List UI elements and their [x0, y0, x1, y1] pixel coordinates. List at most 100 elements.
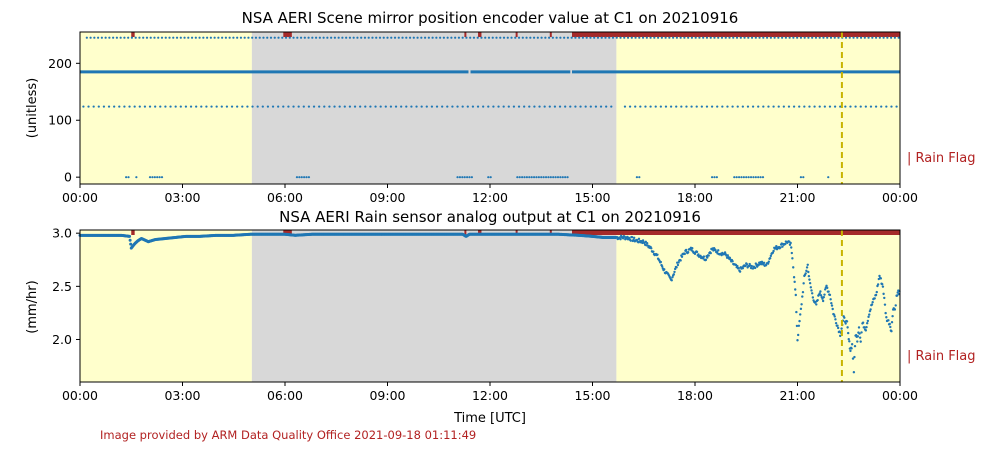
data-point: [848, 340, 851, 343]
data-point: [386, 36, 389, 39]
y-tick-label: 200: [48, 56, 72, 71]
data-point: [622, 237, 625, 240]
data-point: [412, 36, 415, 39]
data-point: [713, 176, 716, 179]
data-point: [801, 295, 804, 298]
data-point: [127, 176, 130, 179]
data-point: [303, 36, 306, 39]
data-point: [328, 105, 331, 108]
data-point: [827, 176, 830, 179]
data-point: [618, 236, 622, 239]
data-point: [439, 36, 442, 39]
data-point: [148, 105, 152, 108]
data-point: [87, 105, 90, 108]
data-point: [781, 36, 784, 39]
data-point: [393, 36, 397, 39]
data-point: [420, 36, 423, 39]
data-point: [261, 105, 264, 108]
data-point: [115, 36, 118, 39]
data-point: [338, 105, 341, 108]
data-point: [82, 105, 85, 108]
data-point: [266, 36, 269, 39]
x-tick-label: 06:00: [267, 388, 303, 403]
data-point: [828, 293, 832, 297]
data-point: [787, 105, 791, 108]
data-point: [628, 105, 632, 108]
data-point: [281, 36, 284, 39]
data-point: [868, 313, 871, 316]
data-point: [870, 303, 874, 306]
data-point: [547, 176, 550, 179]
data-point: [878, 36, 881, 39]
data-point: [880, 105, 883, 108]
data-point: [256, 105, 259, 108]
data-point: [653, 36, 656, 39]
data-point: [516, 176, 519, 179]
data-point: [854, 105, 857, 108]
data-point: [769, 254, 773, 258]
data-point: [215, 105, 218, 108]
data-point: [737, 176, 741, 179]
data-point: [311, 36, 314, 39]
data-point: [672, 273, 676, 276]
data-point: [871, 301, 874, 304]
data-point: [710, 176, 714, 179]
data-point: [397, 36, 400, 39]
data-point: [159, 105, 162, 108]
data-point: [600, 36, 603, 39]
data-point: [808, 105, 811, 108]
data-point: [390, 36, 393, 39]
data-point: [489, 176, 492, 179]
data-point: [686, 250, 690, 254]
data-point: [143, 105, 147, 108]
data-point: [641, 36, 645, 39]
data-point: [683, 36, 686, 39]
data-point: [889, 325, 892, 329]
data-point: [637, 237, 641, 241]
data-point: [767, 105, 770, 108]
data-point: [680, 255, 684, 258]
data-point: [405, 36, 408, 39]
data-point: [736, 264, 739, 268]
data-point: [803, 36, 806, 39]
rain-flag-mark: [549, 32, 552, 37]
data-point: [659, 105, 662, 108]
data-point: [608, 36, 611, 39]
data-point: [723, 251, 727, 254]
data-point: [528, 105, 531, 108]
data-point: [236, 36, 239, 39]
data-point: [497, 105, 500, 108]
image-credit: Image provided by ARM Data Quality Offic…: [100, 428, 477, 442]
data-point: [284, 36, 288, 39]
data-point: [544, 176, 548, 179]
data-point: [797, 324, 801, 327]
data-point: [382, 36, 385, 39]
data-point: [769, 36, 772, 39]
data-point: [142, 36, 145, 39]
data-point: [856, 335, 860, 338]
data-point: [858, 332, 861, 335]
data-point: [427, 36, 430, 39]
chart-title: NSA AERI Rain sensor analog output at C1…: [279, 208, 701, 226]
data-point: [343, 105, 346, 108]
data-point: [798, 319, 801, 323]
data-point: [874, 293, 878, 297]
data-point: [705, 36, 709, 39]
data-point: [791, 257, 794, 260]
data-point: [379, 105, 382, 108]
data-point: [435, 105, 439, 108]
data-point: [470, 176, 473, 179]
data-point: [119, 36, 122, 39]
data-point: [605, 105, 608, 108]
data-point: [543, 105, 546, 108]
rain-flag-marks: [131, 32, 900, 37]
data-point: [593, 36, 596, 39]
data-point: [514, 36, 517, 39]
data-point: [112, 36, 115, 39]
data-point: [717, 249, 720, 252]
data-point: [92, 105, 95, 108]
data-point: [348, 105, 352, 108]
y-tick-label: 2.5: [52, 279, 72, 294]
rain-flag-mark: [283, 230, 292, 235]
data-point: [194, 36, 197, 39]
